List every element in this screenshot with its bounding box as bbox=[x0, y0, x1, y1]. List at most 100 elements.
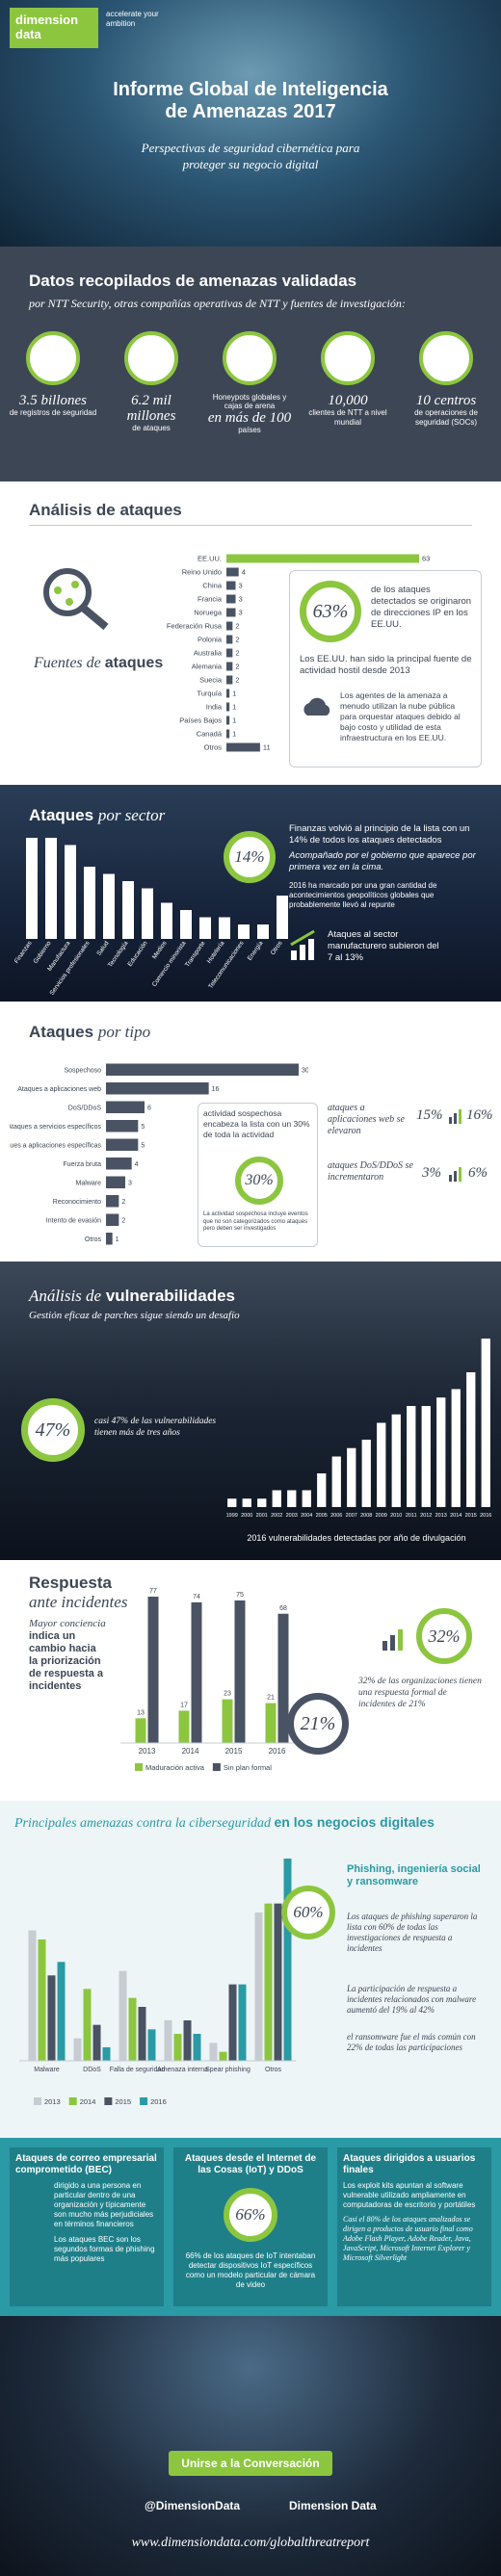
value-label: 17 bbox=[180, 1702, 188, 1708]
bar bbox=[265, 1703, 277, 1743]
dos-from: 3% bbox=[422, 1165, 441, 1181]
text2: La participación de respuesta a incident… bbox=[347, 1984, 477, 2015]
bar bbox=[264, 1903, 273, 2061]
bar bbox=[45, 838, 57, 939]
value-label: 6 bbox=[147, 1105, 151, 1111]
bar bbox=[178, 1710, 190, 1743]
value-label: 1 bbox=[232, 730, 236, 739]
category-label: Turquía bbox=[197, 690, 222, 698]
bar bbox=[391, 1414, 401, 1507]
legend-swatch bbox=[212, 1763, 221, 1771]
value-label: 2 bbox=[235, 663, 239, 671]
section-subtitle: por NTT Security, otras compañías operat… bbox=[29, 297, 406, 310]
url[interactable]: www.dimensiondata.com/globalthreatreport bbox=[131, 2536, 370, 2550]
bar bbox=[73, 2038, 82, 2061]
category-label: 2014 bbox=[182, 1747, 199, 1756]
bar bbox=[65, 845, 76, 939]
bar bbox=[119, 1970, 127, 2061]
text3: el ransomware fue el más común con 22% d… bbox=[347, 2032, 476, 2052]
dos-to: 6% bbox=[468, 1165, 488, 1181]
linkedin-handle[interactable]: Dimension Data bbox=[289, 2499, 377, 2512]
category-label: Australia bbox=[194, 649, 223, 658]
value-label: 11 bbox=[263, 743, 271, 752]
category-label: 2009 bbox=[376, 1513, 387, 1519]
bar bbox=[377, 1422, 386, 1507]
bar bbox=[226, 702, 230, 712]
section-title: Datos recopilados de amenazas validadas bbox=[29, 272, 357, 290]
bar bbox=[106, 1158, 132, 1170]
category-label: Canadá bbox=[197, 730, 223, 739]
bar bbox=[226, 581, 236, 590]
legend-swatch bbox=[104, 2097, 113, 2105]
bar bbox=[106, 1176, 125, 1188]
stat-ring: 14% bbox=[224, 831, 276, 883]
stat-ring: 66% bbox=[224, 2188, 277, 2242]
types: Ataques por tipo Sospechoso 30 Ataques a a… bbox=[0, 1002, 501, 1262]
section-title: Análisis de ataques bbox=[29, 501, 182, 519]
chart: EE.UU. 63 Reino Unido 4 China 3 Francia 3 Norueg… bbox=[167, 555, 430, 752]
source-value: 10,000 bbox=[328, 393, 368, 408]
category-label: 2002 bbox=[271, 1513, 282, 1519]
bar bbox=[228, 1984, 237, 2061]
category-label: 1999 bbox=[226, 1513, 238, 1519]
source-value: 10 centros bbox=[415, 393, 477, 408]
box-title: Ataques dirigidos a usuarios finales bbox=[343, 2153, 476, 2175]
bar bbox=[191, 1601, 202, 1743]
threats: Principales amenazas contra la cibersegu… bbox=[0, 1801, 501, 2138]
category-label: Energía bbox=[247, 940, 265, 962]
bar bbox=[257, 924, 269, 939]
source-item: 6.2 mil millones de ataques bbox=[105, 331, 198, 433]
bar bbox=[317, 1473, 327, 1507]
category-label: 2008 bbox=[360, 1513, 372, 1519]
join-button[interactable]: Unirse a la Conversación bbox=[169, 2451, 332, 2476]
category-label: 2016 bbox=[480, 1513, 491, 1519]
bar bbox=[226, 608, 236, 617]
vulnerabilities: Análisis de vulnerabilidades Gestión efi… bbox=[0, 1262, 501, 1560]
title-italic: ante incidentes bbox=[29, 1593, 128, 1611]
source-item: 3.5 billones de registros de seguridad bbox=[7, 331, 99, 418]
twitter-handle[interactable]: @DimensionData bbox=[145, 2499, 241, 2512]
value-label: 23 bbox=[224, 1691, 231, 1698]
bar bbox=[138, 2007, 146, 2061]
text: Finanzas volvió al principio de la lista… bbox=[289, 823, 470, 846]
value-label: 1 bbox=[232, 716, 236, 725]
incidents: Respuesta ante incidentes Mayor concienci… bbox=[0, 1560, 501, 1801]
bar bbox=[347, 1447, 356, 1507]
category-label: Hotelería bbox=[206, 940, 226, 965]
title-italic: por tipo bbox=[97, 1023, 151, 1041]
title-bold: Respuesta bbox=[29, 1574, 112, 1592]
title-italic: Análisis de bbox=[29, 1287, 102, 1305]
category-label: Otros bbox=[204, 743, 223, 752]
stat-text: 32% de las organizaciones tienen una res… bbox=[358, 1677, 482, 1709]
bar bbox=[226, 567, 239, 577]
category-label: Otros bbox=[270, 940, 284, 957]
bar bbox=[92, 2024, 101, 2061]
cloud-icon bbox=[303, 697, 330, 716]
bar bbox=[47, 1975, 56, 2061]
stat-text: casi 47% de las vulnerabilidades tienen … bbox=[94, 1417, 217, 1438]
bullet: 2016 ha marcado por una gran cantidad de… bbox=[289, 881, 437, 909]
bar bbox=[106, 1213, 119, 1226]
category-label: DDoS bbox=[83, 2067, 101, 2073]
bar bbox=[128, 1997, 137, 2061]
category-label: Noruega bbox=[194, 609, 223, 617]
section-subtitle: Gestión eficaz de parches sigue siendo u… bbox=[29, 1310, 240, 1321]
source-pre: Honeypots globales y cajas de arena bbox=[212, 393, 287, 410]
bar bbox=[238, 1984, 247, 2061]
sectors: Ataques por sector Finanzas Gobierno Manuf… bbox=[0, 785, 501, 1002]
bar bbox=[142, 888, 153, 939]
legend-label: Maduración activa bbox=[145, 1763, 205, 1772]
value-label: 30 bbox=[302, 1067, 308, 1074]
bar bbox=[272, 1490, 281, 1507]
value-label: 13 bbox=[137, 1709, 145, 1716]
category-label: 2012 bbox=[420, 1513, 432, 1519]
category-label: Falla de seguridad bbox=[110, 2067, 166, 2073]
category-label: 2015 bbox=[465, 1513, 477, 1519]
bar bbox=[287, 1490, 297, 1507]
bar bbox=[451, 1389, 461, 1507]
value-label: 5 bbox=[141, 1124, 145, 1131]
value-label: 74 bbox=[193, 1594, 200, 1600]
title-bold: Ataques bbox=[29, 1023, 94, 1041]
source-value: 3.5 billones bbox=[19, 393, 87, 408]
